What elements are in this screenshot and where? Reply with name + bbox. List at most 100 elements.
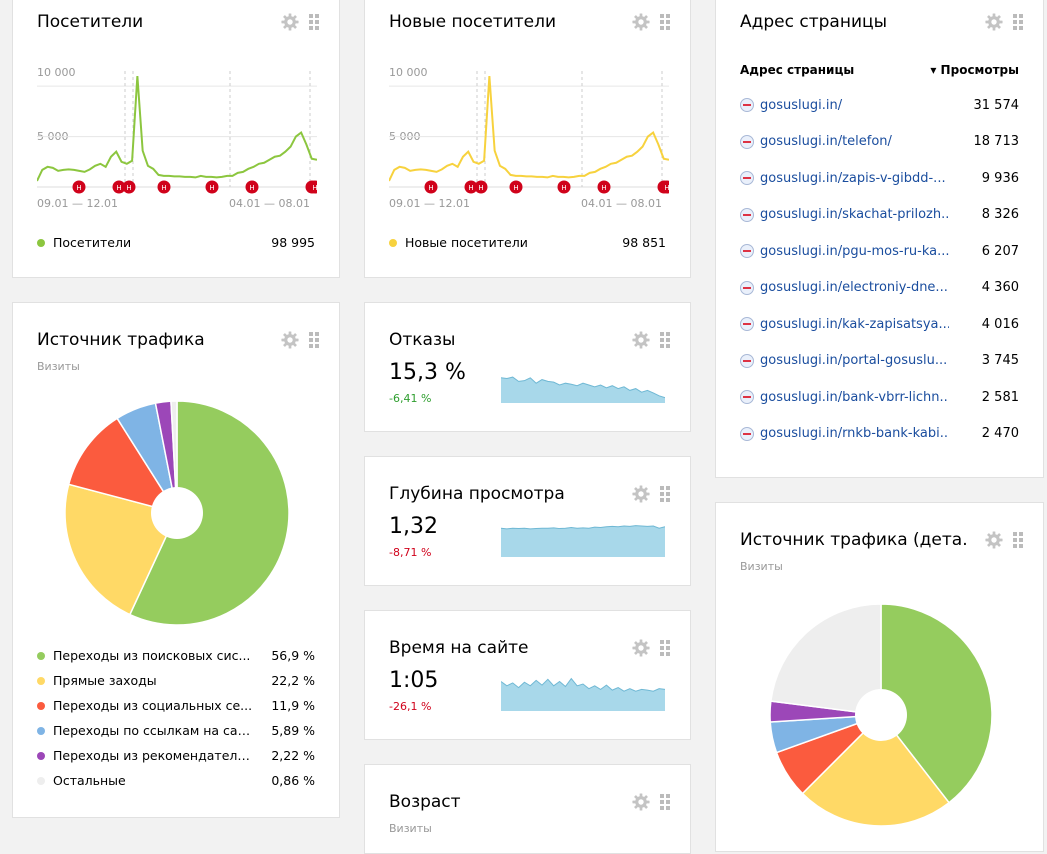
table-row: gosuslugi.in/telefon/ 18 713 — [740, 124, 1019, 161]
page-url-link[interactable]: gosuslugi.in/portal-gosuslu... — [760, 353, 948, 369]
legend-value: 56,9 % — [271, 648, 315, 663]
legend-dot — [37, 651, 45, 660]
widget-subtitle: Визиты — [389, 822, 432, 835]
page-views-value: 4 360 — [981, 280, 1019, 296]
widget-subtitle: Визиты — [37, 360, 80, 373]
drag-handle-icon[interactable] — [1013, 532, 1023, 548]
legend-item[interactable]: Посетители 98 995 — [37, 230, 315, 255]
page-views-value: 2 470 — [981, 426, 1019, 442]
note-marker-letter: Н — [561, 184, 566, 192]
gear-icon[interactable] — [281, 331, 299, 349]
drag-handle-icon[interactable] — [309, 14, 319, 30]
note-marker-letter: Н — [664, 184, 669, 192]
y-tick: 10 000 — [389, 66, 428, 79]
chart-legend: Переходы из поисковых сис... 56,9 % Прям… — [37, 643, 315, 793]
page-views-value: 4 016 — [981, 316, 1019, 332]
legend-item[interactable]: Переходы из поисковых сис... 56,9 % — [37, 643, 315, 668]
drag-handle-icon[interactable] — [1013, 14, 1023, 30]
legend-label: Переходы из рекомендатель... — [53, 748, 255, 763]
page-url-link[interactable]: gosuslugi.in/bank-vbrr-lichn... — [760, 389, 949, 405]
page-url-link[interactable]: gosuslugi.in/skachat-prilozh... — [760, 207, 949, 223]
note-marker-icon: Н — [474, 180, 488, 194]
page-views-value: 2 581 — [981, 389, 1019, 405]
page-url-link[interactable]: gosuslugi.in/electroniy-dne... — [760, 280, 948, 296]
sparkline-line — [501, 677, 665, 692]
legend-label: Переходы из социальных се... — [53, 698, 253, 713]
drag-handle-icon[interactable] — [660, 486, 670, 502]
page-views-value: 18 713 — [973, 134, 1020, 150]
note-marker-icon: Н — [112, 180, 126, 194]
note-marker-letter: Н — [76, 184, 81, 192]
legend-value: 0,86 % — [271, 773, 315, 788]
page-url-link[interactable]: gosuslugi.in/kak-zapisatsya... — [760, 316, 949, 332]
pie-slice — [65, 483, 179, 616]
gear-icon[interactable] — [281, 13, 299, 31]
traffic-source-detail-widget: Источник трафика (дета... Визиты — [715, 502, 1044, 852]
table-row: gosuslugi.in/portal-gosuslu... 3 745 — [740, 343, 1019, 380]
legend-dot — [37, 751, 45, 760]
series-line — [389, 75, 669, 182]
sparkline-line — [501, 376, 665, 399]
legend-item[interactable]: Переходы из социальных се... 11,9 % — [37, 693, 315, 718]
drag-handle-icon[interactable] — [309, 332, 319, 348]
gear-icon[interactable] — [985, 531, 1003, 549]
column-header-url[interactable]: Адрес страницы — [740, 63, 855, 77]
page-url-link[interactable]: gosuslugi.in/rnkb-bank-kabi... — [760, 426, 949, 442]
legend-item[interactable]: Прямые заходы 22,2 % — [37, 668, 315, 693]
pie-center-hole — [151, 487, 203, 539]
page-views-value: 9 936 — [981, 170, 1019, 186]
note-marker-letter: Н — [601, 184, 606, 192]
page-url-link[interactable]: gosuslugi.in/zapis-v-gibdd-... — [760, 170, 946, 186]
note-marker-dot — [157, 180, 171, 194]
widget-title: Время на сайте — [389, 638, 529, 658]
gear-icon[interactable] — [632, 331, 650, 349]
drag-handle-icon[interactable] — [660, 332, 670, 348]
table-row: gosuslugi.in/ 31 574 — [740, 87, 1019, 124]
note-marker-dot — [308, 180, 317, 194]
note-marker-dot — [72, 180, 86, 194]
legend-item[interactable]: Новые посетители 98 851 — [389, 230, 666, 255]
widget-title: Отказы — [389, 330, 456, 350]
gear-icon[interactable] — [632, 639, 650, 657]
pie-center-hole — [855, 689, 907, 741]
widget-title: Возраст — [389, 792, 461, 812]
drag-handle-icon[interactable] — [660, 14, 670, 30]
x-tick: 04.01 — 08.01 — [581, 197, 662, 210]
gear-icon[interactable] — [632, 13, 650, 31]
legend-item[interactable]: Переходы по ссылкам на сай... 5,89 % — [37, 718, 315, 743]
site-favicon-icon — [740, 353, 754, 368]
site-favicon-icon — [740, 280, 754, 295]
drag-handle-icon[interactable] — [660, 794, 670, 810]
traffic-detail-pie-chart — [770, 604, 992, 826]
widget-title: Адрес страницы — [740, 12, 887, 32]
table-row: gosuslugi.in/skachat-prilozh... 8 326 — [740, 197, 1019, 234]
table-row: gosuslugi.in/pgu-mos-ru-ka... 6 207 — [740, 233, 1019, 270]
site-favicon-icon — [740, 317, 754, 332]
gear-icon[interactable] — [632, 485, 650, 503]
new-visitors-line-chart: НННННННН — [389, 71, 669, 194]
gear-icon[interactable] — [985, 13, 1003, 31]
drag-handle-icon[interactable] — [660, 640, 670, 656]
traffic-source-widget: Источник трафика Визиты Переходы из поис… — [12, 302, 340, 818]
note-marker-dot — [660, 180, 669, 194]
legend-item[interactable]: Остальные 0,86 % — [37, 768, 315, 793]
page-url-link[interactable]: gosuslugi.in/ — [760, 97, 843, 113]
page-url-link[interactable]: gosuslugi.in/telefon/ — [760, 134, 892, 150]
note-marker-letter: Н — [209, 184, 214, 192]
page-views-value: 31 574 — [973, 97, 1020, 113]
legend-item[interactable]: Переходы из рекомендатель... 2,22 % — [37, 743, 315, 768]
pie-slice — [128, 401, 289, 625]
legend-label: Посетители — [53, 235, 132, 250]
column-header-views[interactable]: ▾ Просмотры — [930, 63, 1019, 77]
gear-icon[interactable] — [632, 793, 650, 811]
note-marker-dot — [557, 180, 571, 194]
page-url-link[interactable]: gosuslugi.in/pgu-mos-ru-ka... — [760, 243, 949, 259]
x-tick: 04.01 — 08.01 — [229, 197, 310, 210]
series-line — [37, 75, 317, 182]
visitors-line-chart: НННННННН — [37, 71, 317, 194]
note-marker-letter: Н — [249, 184, 254, 192]
legend-dot — [37, 676, 45, 685]
note-marker-letter: Н — [513, 184, 518, 192]
legend-dot — [37, 238, 45, 247]
table-row: gosuslugi.in/bank-vbrr-lichn... 2 581 — [740, 379, 1019, 416]
